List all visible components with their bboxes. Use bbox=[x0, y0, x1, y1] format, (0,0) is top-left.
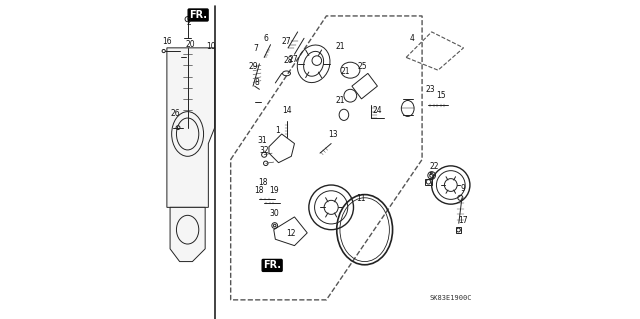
Text: SK83E1900C: SK83E1900C bbox=[429, 295, 472, 301]
Text: 6: 6 bbox=[263, 34, 268, 43]
Text: 13: 13 bbox=[328, 130, 338, 139]
Text: 21: 21 bbox=[335, 42, 344, 51]
Text: 22: 22 bbox=[429, 162, 439, 171]
Text: 28: 28 bbox=[284, 56, 293, 65]
Text: 18: 18 bbox=[259, 178, 268, 187]
Text: 1: 1 bbox=[275, 126, 280, 135]
Text: 18: 18 bbox=[255, 186, 264, 195]
Text: 30: 30 bbox=[270, 209, 280, 218]
Text: 27: 27 bbox=[288, 55, 298, 63]
Text: 20: 20 bbox=[185, 40, 195, 48]
Bar bbox=[456, 227, 461, 233]
Text: 21: 21 bbox=[340, 67, 349, 76]
Text: 4: 4 bbox=[410, 34, 415, 43]
Text: 5: 5 bbox=[429, 172, 433, 181]
Text: 10: 10 bbox=[206, 42, 216, 51]
Text: 15: 15 bbox=[436, 91, 445, 100]
Text: 11: 11 bbox=[356, 194, 365, 203]
Text: 8: 8 bbox=[255, 78, 259, 87]
Text: 21: 21 bbox=[336, 96, 346, 105]
Text: 25: 25 bbox=[357, 63, 367, 71]
Text: 32: 32 bbox=[259, 146, 269, 155]
Bar bbox=[425, 179, 431, 185]
Text: FR.: FR. bbox=[263, 260, 281, 271]
Text: 12: 12 bbox=[286, 229, 296, 238]
Text: 24: 24 bbox=[372, 106, 382, 115]
Text: 29: 29 bbox=[249, 63, 259, 71]
Text: 31: 31 bbox=[257, 137, 267, 145]
Text: 26: 26 bbox=[170, 109, 180, 118]
Text: 27: 27 bbox=[282, 37, 291, 46]
Text: 7: 7 bbox=[253, 44, 258, 53]
Text: 16: 16 bbox=[162, 37, 172, 46]
Polygon shape bbox=[170, 207, 205, 262]
Text: 2: 2 bbox=[187, 18, 191, 27]
Text: 19: 19 bbox=[269, 186, 278, 195]
Text: 9: 9 bbox=[460, 184, 465, 193]
Text: 14: 14 bbox=[283, 106, 292, 115]
Polygon shape bbox=[167, 48, 215, 207]
Text: 17: 17 bbox=[458, 216, 468, 225]
Text: FR.: FR. bbox=[189, 10, 207, 20]
Text: 23: 23 bbox=[425, 85, 435, 94]
